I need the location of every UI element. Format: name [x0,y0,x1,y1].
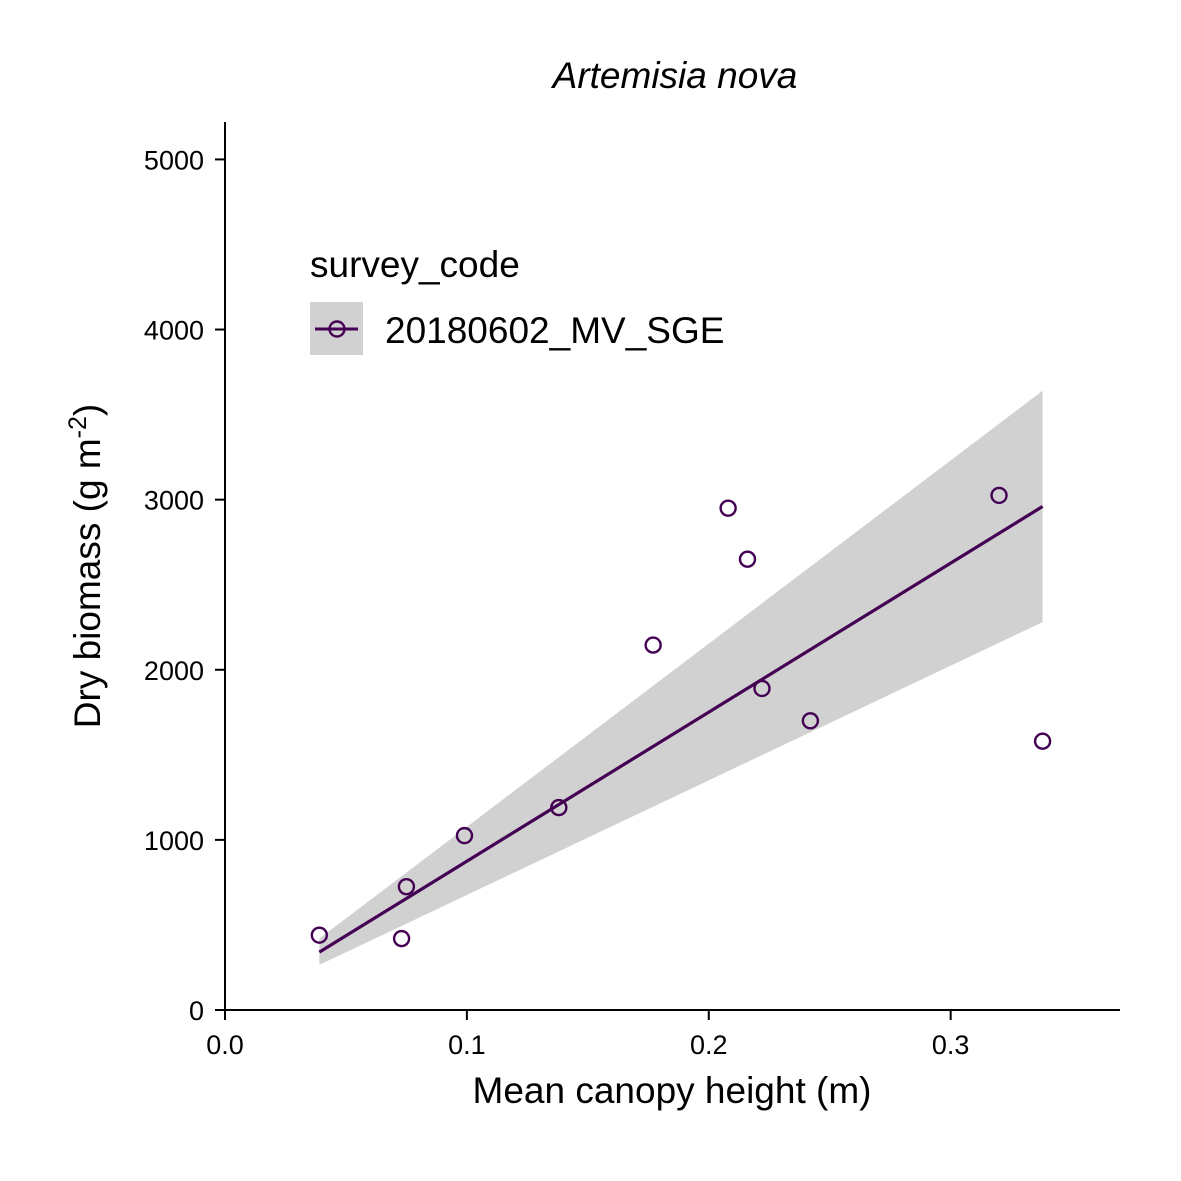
y-axis-title-close: ) [67,404,108,416]
y-axis-title-superscript: -2 [64,416,92,438]
regression-line [318,505,1044,954]
data-point [1033,732,1052,750]
data-point [550,798,568,817]
x-axis-ticks: 0.0 0.1 0.2 0.3 [206,1010,969,1060]
confidence-band [319,390,1043,965]
y-tick-label: 1000 [144,826,204,856]
data-point [719,499,737,517]
x-tick-label: 0.1 [448,1030,486,1060]
data-point [455,826,474,845]
data-point [392,929,411,948]
y-tick-label: 3000 [144,486,204,516]
data-point [738,550,757,568]
legend-title: survey_code [310,244,520,285]
y-tick-label: 4000 [144,316,204,346]
data-point [801,712,820,730]
data-point [644,636,662,654]
legend-entry-label: 20180602_MV_SGE [385,310,724,351]
y-tick-label: 0 [189,996,204,1026]
data-points [310,486,1052,948]
chart-title: Artemisia nova [551,55,798,96]
y-axis-title: Dry biomass (g m-2) [64,404,108,728]
y-tick-label: 5000 [144,145,204,175]
data-point [397,877,416,896]
y-tick-label: 2000 [144,656,204,686]
x-axis-title: Mean canopy height (m) [473,1070,872,1111]
y-axis-title-main: Dry biomass (g m [67,438,108,728]
legend-key-point [328,320,346,338]
y-axis-ticks: 0 1000 2000 3000 4000 5000 [144,145,225,1026]
data-point [753,679,771,698]
x-tick-label: 0.2 [690,1030,728,1060]
data-point [990,486,1008,505]
legend: survey_code 20180602_MV_SGE [310,244,724,355]
x-tick-label: 0.3 [932,1030,970,1060]
data-point [310,926,329,944]
x-tick-label: 0.0 [206,1030,244,1060]
